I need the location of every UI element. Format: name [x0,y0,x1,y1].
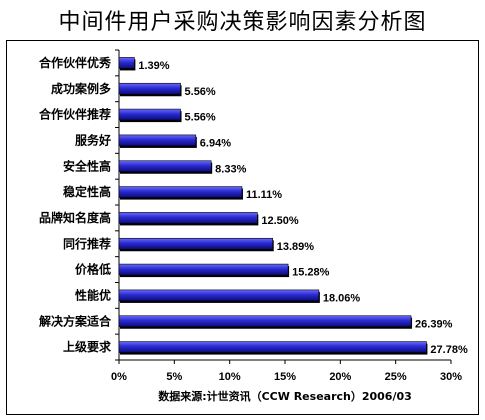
bar [118,134,197,147]
category-label: 安全性高 [63,158,111,173]
bar [118,341,427,353]
value-label: 11.11% [246,189,282,201]
category-label: 成功案例多 [51,81,111,96]
category-label: 品牌知名度高 [39,210,111,225]
value-label: 18.06% [323,292,361,304]
value-label: 15.28% [292,267,330,279]
x-tick-label: 0% [111,371,127,383]
value-label: 1.39% [138,60,169,72]
bar [118,315,412,328]
value-label: 13.89% [277,241,315,253]
value-label: 12.50% [261,215,299,227]
bar [118,212,258,224]
category-label: 同行推荐 [63,236,111,251]
category-label: 合作伙伴优秀 [39,55,112,70]
category-label: 解决方案适合 [39,313,112,328]
bar [118,108,181,121]
value-label: 5.56% [185,112,216,124]
plot-frame [6,40,479,415]
category-label: 稳定性高 [63,184,111,199]
bar [118,160,212,173]
bar [118,263,289,276]
bar [118,237,274,250]
x-tick-label: 25% [385,371,407,383]
value-label: 26.39% [415,318,453,330]
bar [118,57,135,69]
bar [118,186,243,198]
value-label: 6.94% [200,137,231,149]
value-label: 8.33% [215,163,246,175]
bar [118,82,181,95]
category-label: 价格低 [75,262,111,277]
source-note: 数据来源:计世资讯（CCW Research）2006/03 [158,389,412,403]
chart-title: 中间件用户采购决策影响因素分析图 [58,9,427,34]
x-tick-label: 15% [274,371,296,383]
x-tick-label: 20% [329,371,351,383]
category-label: 上级要求 [63,339,112,354]
category-label: 性能优 [74,287,111,302]
category-label: 合作伙伴推荐 [39,107,111,122]
x-tick-label: 10% [219,371,241,383]
value-label: 5.56% [185,86,216,98]
value-label: 27.78% [430,344,468,356]
bar [118,289,320,302]
category-label: 服务好 [75,132,111,147]
x-tick-label: 30% [440,371,462,383]
x-tick-label: 5% [166,371,182,383]
